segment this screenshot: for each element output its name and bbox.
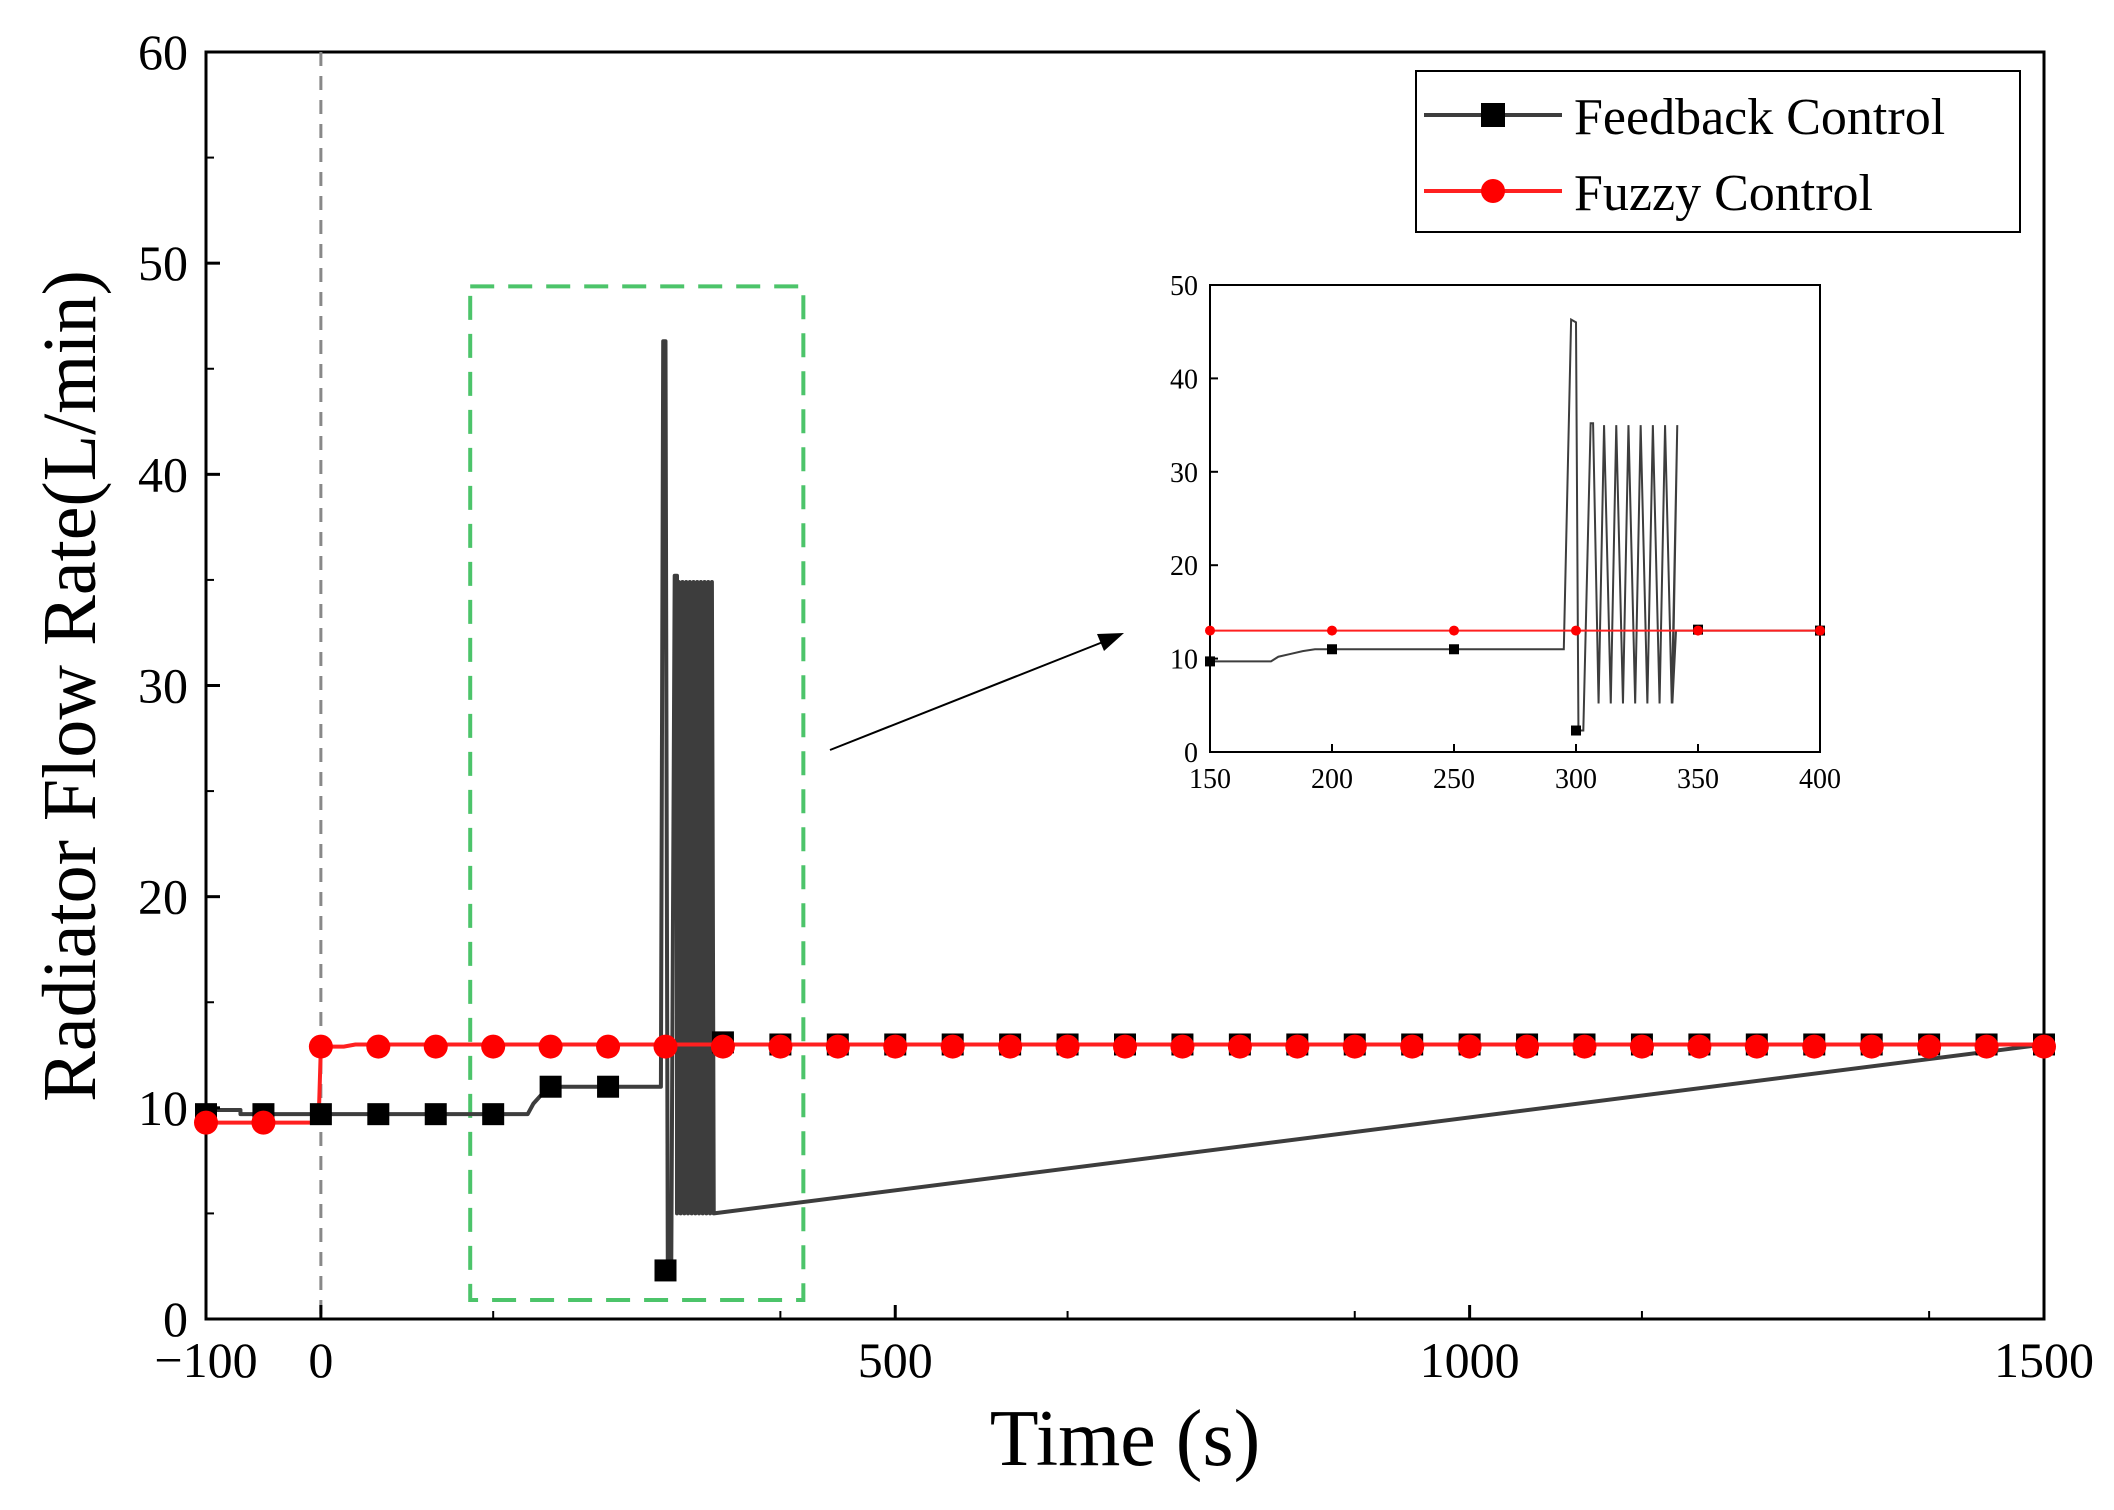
fuzzy-marker [1687, 1034, 1712, 1059]
inset-fuzzy-marker [1327, 625, 1337, 636]
fuzzy-marker [596, 1034, 621, 1059]
inset-fuzzy-marker [1815, 625, 1825, 636]
fuzzy-marker [1974, 1034, 1999, 1059]
feedback-marker [309, 1103, 332, 1126]
fuzzy-marker [1170, 1034, 1195, 1059]
inset-x-tick-label: 400 [1799, 764, 1841, 795]
fuzzy-marker [481, 1034, 506, 1059]
fuzzy-marker [538, 1034, 563, 1059]
inset-x-tick-label: 150 [1189, 764, 1231, 795]
inset-x-tick-label: 200 [1311, 764, 1353, 795]
feedback-marker [597, 1075, 620, 1098]
legend: Feedback Control Fuzzy Control [1415, 70, 2021, 233]
legend-fuzzy-label: Fuzzy Control [1574, 165, 1873, 222]
inset-y-tick-label: 20 [1170, 551, 1198, 582]
fuzzy-marker [1917, 1034, 1942, 1059]
inset-y-tick-label: 0 [1184, 738, 1198, 769]
inset-x-tick-label: 300 [1555, 764, 1597, 795]
inset-chart: 150 200 250 300 350 400 0 10 20 30 40 50 [1170, 271, 1841, 795]
feedback-marker [654, 1259, 677, 1282]
fuzzy-marker [1859, 1034, 1884, 1059]
fuzzy-marker [1400, 1034, 1425, 1059]
inset-feedback-line [1210, 317, 1820, 732]
fuzzy-marker [883, 1034, 908, 1059]
legend-entry-feedback: Feedback Control [1424, 89, 1945, 146]
x-tick-label: 500 [858, 1332, 933, 1388]
fuzzy-marker [308, 1034, 333, 1059]
inset-feedback-marker [1449, 644, 1459, 655]
fuzzy-marker [1285, 1034, 1310, 1059]
inset-feedback-marker [1327, 644, 1337, 655]
x-tick-label: −100 [154, 1332, 257, 1388]
inset-series-layer [1205, 317, 1825, 736]
inset-y-tick-label: 40 [1170, 364, 1198, 395]
fuzzy-marker [1629, 1034, 1654, 1059]
fuzzy-marker [1744, 1034, 1769, 1059]
x-axis-label: Time (s) [990, 1395, 1260, 1483]
inset-fuzzy-marker [1449, 625, 1459, 636]
fuzzy-marker [1055, 1034, 1080, 1059]
legend-fuzzy-marker [1481, 179, 1505, 203]
y-tick-label: 20 [138, 869, 188, 925]
fuzzy-marker [825, 1034, 850, 1059]
y-tick-label: 10 [138, 1080, 188, 1136]
x-tick-label: 0 [308, 1332, 333, 1388]
y-tick-label: 30 [138, 658, 188, 714]
inset-arrow [829, 633, 1124, 751]
fuzzy-marker [423, 1034, 448, 1059]
fuzzy-marker [940, 1034, 965, 1059]
fuzzy-marker [998, 1034, 1023, 1059]
y-tick-label: 0 [163, 1291, 188, 1347]
feedback-marker [424, 1103, 447, 1126]
x-tick-label: 1000 [1420, 1332, 1520, 1388]
fuzzy-marker [710, 1034, 735, 1059]
inset-feedback-marker [1571, 725, 1581, 736]
fuzzy-marker [251, 1110, 276, 1135]
y-tick-label: 50 [138, 235, 188, 291]
legend-feedback-marker [1481, 103, 1505, 127]
fuzzy-marker [768, 1034, 793, 1059]
legend-entry-fuzzy: Fuzzy Control [1424, 165, 1873, 222]
fuzzy-marker [1802, 1034, 1827, 1059]
fuzzy-marker [1113, 1034, 1137, 1059]
legend-feedback-label: Feedback Control [1574, 89, 1945, 146]
fuzzy-marker [653, 1034, 678, 1059]
inset-axes-layer: 150 200 250 300 350 400 0 10 20 30 40 50 [1170, 271, 1841, 795]
fuzzy-marker [1457, 1034, 1482, 1059]
inset-x-tick-label: 250 [1433, 764, 1475, 795]
feedback-marker [367, 1103, 390, 1126]
fuzzy-marker [1572, 1034, 1597, 1059]
y-tick-label: 40 [138, 446, 188, 502]
inset-feedback-marker [1205, 656, 1215, 667]
y-tick-label: 60 [138, 24, 188, 80]
highlight-box-layer [468, 284, 806, 1302]
inset-fuzzy-marker [1571, 625, 1581, 636]
inset-y-tick-label: 30 [1170, 458, 1198, 489]
feedback-marker [539, 1075, 562, 1098]
inset-x-tick-label: 350 [1677, 764, 1719, 795]
y-axis-label: Radiator Flow Rate(L/min) [28, 270, 112, 1102]
fuzzy-marker [2032, 1034, 2056, 1059]
fuzzy-marker [1227, 1034, 1252, 1059]
inset-fuzzy-marker [1693, 625, 1703, 636]
fuzzy-marker [1515, 1034, 1540, 1059]
series-layer [194, 339, 2056, 1282]
feedback-marker [482, 1103, 505, 1126]
legend-box [1415, 70, 2021, 233]
inset-y-tick-label: 10 [1170, 645, 1198, 676]
x-tick-label: 1500 [1994, 1332, 2094, 1388]
highlight-box [468, 284, 806, 1302]
inset-fuzzy-marker [1205, 625, 1215, 636]
inset-plot-area [1209, 284, 1821, 753]
fuzzy-marker [366, 1034, 391, 1059]
inset-y-tick-label: 50 [1170, 271, 1198, 302]
fuzzy-marker [194, 1110, 218, 1135]
fuzzy-marker [1342, 1034, 1367, 1059]
